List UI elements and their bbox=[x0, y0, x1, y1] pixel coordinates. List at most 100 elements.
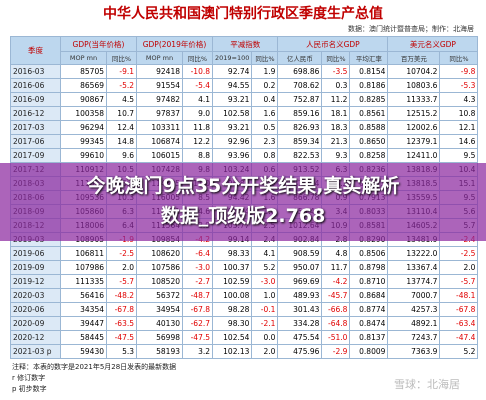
table-row: 2019-09 107986 2.0 107586 -3.0 100.37 5.2 950.0… bbox=[10, 260, 479, 275]
value-cell: 4892.1 bbox=[387, 316, 441, 331]
value-cell: 99610 bbox=[60, 148, 107, 163]
value-cell: 102.13 bbox=[211, 344, 253, 359]
value-cell: 0.4 bbox=[251, 92, 279, 107]
value-cell: 93.21 bbox=[211, 92, 253, 107]
value-cell: 100.37 bbox=[211, 260, 253, 275]
value-cell: 475.54 bbox=[277, 330, 323, 345]
table-row: 2017-03 96294 12.4 103311 11.8 93.21 0.5 826.93… bbox=[10, 120, 479, 135]
subcolumn-header: 同比% bbox=[321, 51, 351, 65]
value-cell: 12.4 bbox=[106, 120, 137, 135]
value-cell: 4.5 bbox=[106, 92, 137, 107]
quarter-cell: 2020-09 bbox=[10, 316, 61, 331]
value-cell: 58445 bbox=[60, 330, 107, 345]
value-cell: 950.07 bbox=[277, 260, 323, 275]
value-cell: 0.2 bbox=[251, 78, 279, 93]
value-cell: 9.3 bbox=[321, 148, 351, 163]
value-cell: 12515.2 bbox=[387, 106, 441, 121]
value-cell: 102.58 bbox=[211, 106, 253, 121]
value-cell: -48.7 bbox=[182, 288, 213, 303]
value-cell: -6.4 bbox=[182, 246, 213, 261]
value-cell: -2.5 bbox=[106, 246, 137, 261]
value-cell: -2.7 bbox=[182, 274, 213, 289]
value-cell: -48.1 bbox=[439, 288, 479, 303]
value-cell: 0.8186 bbox=[349, 78, 389, 93]
value-cell: 7000.7 bbox=[387, 288, 441, 303]
value-cell: -67.8 bbox=[106, 302, 137, 317]
value-cell: 3.2 bbox=[182, 344, 213, 359]
subcolumn-header: MOP mn bbox=[136, 51, 183, 65]
value-cell: 18.1 bbox=[321, 106, 351, 121]
value-cell: -47.5 bbox=[106, 330, 137, 345]
value-cell: 107586 bbox=[136, 260, 183, 275]
value-cell: 0.8258 bbox=[349, 148, 389, 163]
quarter-cell: 2019-06 bbox=[10, 246, 61, 261]
table-row: 2019-12 111335 -5.7 108520 -2.7 102.59 -3.0 969… bbox=[10, 274, 479, 289]
value-cell: 0.8137 bbox=[349, 330, 389, 345]
value-cell: 10704.2 bbox=[387, 64, 441, 79]
value-cell: 100.08 bbox=[211, 288, 253, 303]
value-cell: -9.1 bbox=[106, 64, 137, 79]
value-cell: -10.8 bbox=[182, 64, 213, 79]
table-row: 2016-03 85705 -9.1 92418 -10.8 92.74 1.9 698.86… bbox=[10, 64, 479, 79]
value-cell: 11.8 bbox=[182, 120, 213, 135]
subcolumn-header: 平均汇率 bbox=[349, 51, 389, 65]
value-cell: 90867 bbox=[60, 92, 107, 107]
overlay-text: 数据_顶级版2.768 bbox=[160, 205, 326, 227]
value-cell: 4.3 bbox=[439, 92, 479, 107]
column-header: 季度 bbox=[10, 36, 61, 65]
subcolumn-header: MOP mn bbox=[60, 51, 107, 65]
value-cell: -0.1 bbox=[251, 302, 279, 317]
quarter-cell: 2020-03 bbox=[10, 288, 61, 303]
value-cell: 56998 bbox=[136, 330, 183, 345]
table-row: 2019-06 106811 -2.5 108620 -6.4 98.33 4.1 908.5… bbox=[10, 246, 479, 261]
value-cell: 98.30 bbox=[211, 316, 253, 331]
value-cell: 111335 bbox=[60, 274, 107, 289]
quarter-cell: 2019-09 bbox=[10, 260, 61, 275]
title: 中华人民共和国澳门特别行政区季度生产总值 bbox=[103, 6, 383, 22]
value-cell: 859.16 bbox=[277, 106, 323, 121]
value-cell: 5.2 bbox=[251, 260, 279, 275]
value-cell: 0.8650 bbox=[349, 134, 389, 149]
value-cell: 0.8774 bbox=[349, 302, 389, 317]
value-cell: 10803.6 bbox=[387, 78, 441, 93]
column-header: GDP(2019年价格) bbox=[136, 36, 213, 52]
quarter-cell: 2019-12 bbox=[10, 274, 61, 289]
value-cell: 106811 bbox=[60, 246, 107, 261]
value-cell: 12.1 bbox=[439, 120, 479, 135]
value-cell: 12411.0 bbox=[387, 148, 441, 163]
value-cell: 4257.3 bbox=[387, 302, 441, 317]
value-cell: 56416 bbox=[60, 288, 107, 303]
value-cell: 1.6 bbox=[251, 106, 279, 121]
value-cell: 2.0 bbox=[251, 344, 279, 359]
quarter-cell: 2017-06 bbox=[10, 134, 61, 149]
quarter-cell: 2021-03 p bbox=[10, 344, 61, 359]
value-cell: 102.54 bbox=[211, 330, 253, 345]
column-header: GDP(当年价格) bbox=[60, 36, 137, 52]
value-cell: 0.5 bbox=[251, 120, 279, 135]
value-cell: 0.8506 bbox=[349, 246, 389, 261]
notes: 注释：本表的数字是2021年5月28日发表的最新数据 r 修订数字 p 初步数字 bbox=[12, 362, 176, 395]
value-cell: 0.8561 bbox=[349, 106, 389, 121]
value-cell: 0.8154 bbox=[349, 64, 389, 79]
value-cell: -4.2 bbox=[321, 274, 351, 289]
column-header: 平减指数 bbox=[211, 36, 279, 52]
value-cell: 698.86 bbox=[277, 64, 323, 79]
value-cell: -2.1 bbox=[251, 316, 279, 331]
subcolumn-header: 亿人民币 bbox=[277, 51, 323, 65]
value-cell: 0.3 bbox=[321, 78, 351, 93]
value-cell: 822.53 bbox=[277, 148, 323, 163]
value-cell: -66.8 bbox=[321, 302, 351, 317]
value-cell: 85705 bbox=[60, 64, 107, 79]
quarter-cell: 2020-12 bbox=[10, 330, 61, 345]
quarter-cell: 2016-03 bbox=[10, 64, 61, 79]
value-cell: 58193 bbox=[136, 344, 183, 359]
value-cell: 7363.9 bbox=[387, 344, 441, 359]
value-cell: 0.8 bbox=[251, 148, 279, 163]
quarter-cell: 2016-12 bbox=[10, 106, 61, 121]
value-cell: 92418 bbox=[136, 64, 183, 79]
value-cell: 752.87 bbox=[277, 92, 323, 107]
value-cell: 9.0 bbox=[182, 106, 213, 121]
value-cell: 10.8 bbox=[439, 106, 479, 121]
value-cell: -63.4 bbox=[439, 316, 479, 331]
value-cell: 9.6 bbox=[106, 148, 137, 163]
